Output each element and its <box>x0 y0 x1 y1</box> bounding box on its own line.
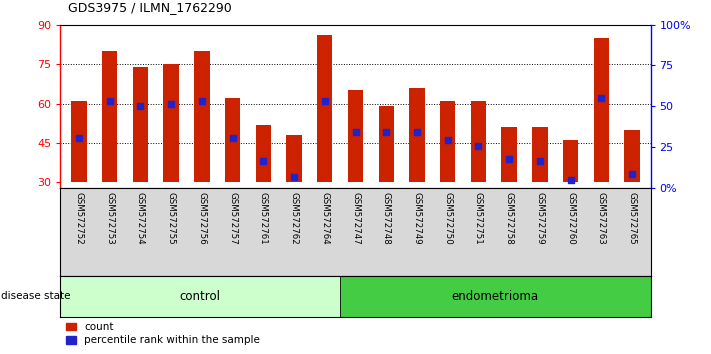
Bar <box>133 67 148 182</box>
Bar <box>60 276 340 317</box>
Point <box>565 177 577 183</box>
Point <box>350 130 361 135</box>
Text: GSM572754: GSM572754 <box>136 192 145 245</box>
Text: GSM572753: GSM572753 <box>105 192 114 245</box>
Text: GSM572759: GSM572759 <box>535 192 545 245</box>
Bar <box>378 106 394 182</box>
Text: endometrioma: endometrioma <box>451 290 539 303</box>
Text: GSM572760: GSM572760 <box>566 192 575 245</box>
Point <box>596 96 607 101</box>
Text: GSM572764: GSM572764 <box>320 192 329 245</box>
Text: GSM572749: GSM572749 <box>412 192 422 245</box>
Text: GSM572756: GSM572756 <box>198 192 206 245</box>
Bar <box>256 125 271 182</box>
Text: GSM572758: GSM572758 <box>505 192 513 245</box>
Point <box>289 174 300 180</box>
Point <box>166 101 177 107</box>
Text: GSM572765: GSM572765 <box>628 192 636 245</box>
Point <box>534 159 545 164</box>
Text: GSM572761: GSM572761 <box>259 192 268 245</box>
Point <box>257 159 269 164</box>
Bar <box>340 276 651 317</box>
Point <box>319 98 331 104</box>
Bar <box>348 90 363 182</box>
Bar <box>563 140 578 182</box>
Text: disease state: disease state <box>1 291 70 302</box>
Bar <box>624 130 640 182</box>
Point <box>442 137 454 143</box>
Point <box>411 130 422 135</box>
Bar <box>71 101 87 182</box>
Bar <box>594 38 609 182</box>
Text: GSM572762: GSM572762 <box>289 192 299 245</box>
Text: GSM572752: GSM572752 <box>75 192 83 245</box>
Bar <box>287 135 301 182</box>
Bar <box>317 35 333 182</box>
Bar <box>410 88 424 182</box>
Point <box>73 135 85 141</box>
Point <box>503 156 515 161</box>
Point <box>626 172 638 177</box>
Bar <box>102 51 117 182</box>
Point <box>473 143 484 148</box>
Point <box>380 130 392 135</box>
Text: GSM572747: GSM572747 <box>351 192 360 245</box>
Text: GSM572755: GSM572755 <box>166 192 176 245</box>
Point <box>227 135 238 141</box>
Text: GSM572750: GSM572750 <box>443 192 452 245</box>
Legend: count, percentile rank within the sample: count, percentile rank within the sample <box>65 322 260 345</box>
Bar <box>440 101 455 182</box>
Bar <box>471 101 486 182</box>
Text: GSM572751: GSM572751 <box>474 192 483 245</box>
Text: control: control <box>180 290 220 303</box>
Text: GSM572763: GSM572763 <box>597 192 606 245</box>
Text: GSM572757: GSM572757 <box>228 192 237 245</box>
Text: GDS3975 / ILMN_1762290: GDS3975 / ILMN_1762290 <box>68 1 231 14</box>
Point <box>196 98 208 104</box>
Bar <box>164 64 178 182</box>
Bar <box>533 127 547 182</box>
Bar <box>501 127 517 182</box>
Point <box>104 98 115 104</box>
Point <box>134 103 146 109</box>
Bar <box>194 51 210 182</box>
Text: GSM572748: GSM572748 <box>382 192 391 245</box>
Bar <box>225 98 240 182</box>
